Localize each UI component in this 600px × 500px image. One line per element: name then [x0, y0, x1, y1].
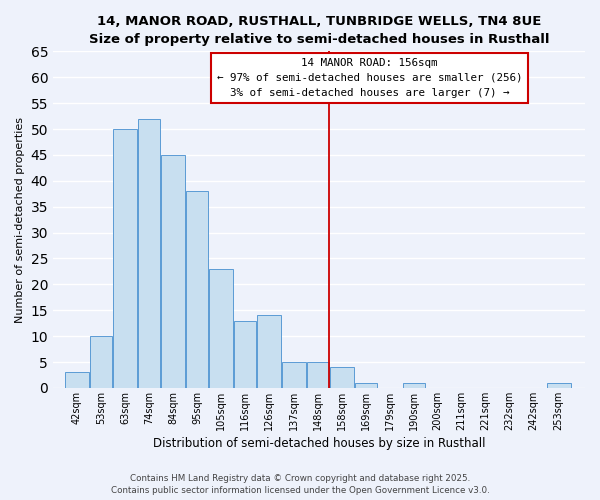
Text: 14 MANOR ROAD: 156sqm
← 97% of semi-detached houses are smaller (256)
3% of semi: 14 MANOR ROAD: 156sqm ← 97% of semi-deta…	[217, 58, 523, 98]
Bar	[113, 129, 137, 388]
Bar	[65, 372, 89, 388]
Bar	[355, 382, 377, 388]
Bar	[282, 362, 306, 388]
Bar	[234, 320, 256, 388]
Bar	[547, 382, 571, 388]
Bar	[209, 269, 233, 388]
Bar	[138, 118, 160, 388]
Bar	[186, 191, 208, 388]
Bar	[403, 382, 425, 388]
Bar	[307, 362, 329, 388]
Bar	[329, 367, 354, 388]
Y-axis label: Number of semi-detached properties: Number of semi-detached properties	[15, 116, 25, 322]
Text: Contains HM Land Registry data © Crown copyright and database right 2025.
Contai: Contains HM Land Registry data © Crown c…	[110, 474, 490, 495]
Bar	[161, 155, 185, 388]
Bar	[257, 316, 281, 388]
Bar	[90, 336, 112, 388]
Title: 14, MANOR ROAD, RUSTHALL, TUNBRIDGE WELLS, TN4 8UE
Size of property relative to : 14, MANOR ROAD, RUSTHALL, TUNBRIDGE WELL…	[89, 15, 549, 46]
X-axis label: Distribution of semi-detached houses by size in Rusthall: Distribution of semi-detached houses by …	[153, 437, 485, 450]
